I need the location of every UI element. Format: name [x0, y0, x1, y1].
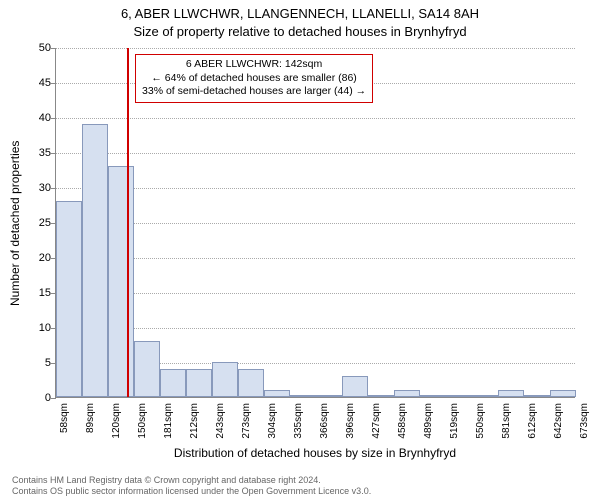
x-tick-label: 120sqm [111, 403, 122, 439]
histogram-bar [56, 201, 82, 397]
histogram-bar [420, 395, 446, 397]
x-tick-label: 519sqm [449, 403, 460, 439]
y-tick-label: 35 [21, 147, 51, 159]
histogram-bar [82, 124, 108, 397]
x-tick-label: 396sqm [345, 403, 356, 439]
histogram-bar [446, 395, 472, 397]
plot-area: 6 ABER LLWCHWR: 142sqm← 64% of detached … [55, 48, 575, 398]
x-tick-label: 427sqm [371, 403, 382, 439]
histogram-bar [108, 166, 134, 397]
histogram-bar [212, 362, 238, 397]
y-tick-label: 30 [21, 182, 51, 194]
footer-line2: Contains OS public sector information li… [12, 486, 371, 497]
y-tick-mark [51, 83, 56, 84]
y-tick-label: 45 [21, 77, 51, 89]
y-tick-label: 10 [21, 322, 51, 334]
histogram-bar [290, 395, 316, 397]
title-subtitle: Size of property relative to detached ho… [0, 24, 600, 39]
chart-container: 6, ABER LLWCHWR, LLANGENNECH, LLANELLI, … [0, 0, 600, 500]
histogram-bar [342, 376, 368, 397]
histogram-bar [394, 390, 420, 397]
marker-line [127, 48, 129, 397]
footer-credits: Contains HM Land Registry data © Crown c… [12, 475, 371, 497]
x-tick-label: 181sqm [163, 403, 174, 439]
title-address: 6, ABER LLWCHWR, LLANGENNECH, LLANELLI, … [0, 6, 600, 21]
y-tick-label: 25 [21, 217, 51, 229]
histogram-bar [498, 390, 524, 397]
histogram-bar [550, 390, 576, 397]
y-tick-mark [51, 118, 56, 119]
y-axis-label: Number of detached properties [8, 48, 22, 398]
histogram-bar [186, 369, 212, 397]
x-tick-label: 243sqm [215, 403, 226, 439]
y-tick-label: 15 [21, 287, 51, 299]
x-tick-label: 673sqm [579, 403, 590, 439]
x-axis-label: Distribution of detached houses by size … [55, 446, 575, 460]
y-tick-label: 5 [21, 357, 51, 369]
annotation-line1: 6 ABER LLWCHWR: 142sqm [142, 58, 366, 72]
annotation-box: 6 ABER LLWCHWR: 142sqm← 64% of detached … [135, 54, 373, 103]
x-tick-label: 458sqm [397, 403, 408, 439]
grid-line [56, 153, 575, 154]
x-tick-label: 150sqm [137, 403, 148, 439]
x-tick-label: 550sqm [475, 403, 486, 439]
x-tick-label: 335sqm [293, 403, 304, 439]
y-tick-label: 0 [21, 392, 51, 404]
x-tick-label: 489sqm [423, 403, 434, 439]
grid-line [56, 118, 575, 119]
annotation-line2: ← 64% of detached houses are smaller (86… [142, 72, 366, 86]
x-tick-label: 58sqm [59, 403, 70, 433]
x-tick-label: 273sqm [241, 403, 252, 439]
y-tick-label: 40 [21, 112, 51, 124]
x-tick-label: 304sqm [267, 403, 278, 439]
histogram-bar [316, 395, 342, 397]
histogram-bar [264, 390, 290, 397]
y-tick-label: 50 [21, 42, 51, 54]
y-tick-mark [51, 398, 56, 399]
histogram-bar [160, 369, 186, 397]
y-tick-mark [51, 188, 56, 189]
y-tick-label: 20 [21, 252, 51, 264]
histogram-bar [368, 395, 394, 397]
x-tick-label: 581sqm [501, 403, 512, 439]
histogram-bar [472, 395, 498, 397]
x-tick-label: 212sqm [189, 403, 200, 439]
histogram-bar [524, 395, 550, 397]
histogram-bar [134, 341, 160, 397]
x-tick-label: 612sqm [527, 403, 538, 439]
histogram-bar [238, 369, 264, 397]
x-tick-label: 89sqm [85, 403, 96, 433]
footer-line1: Contains HM Land Registry data © Crown c… [12, 475, 371, 486]
grid-line [56, 48, 575, 49]
x-tick-label: 642sqm [553, 403, 564, 439]
x-tick-label: 366sqm [319, 403, 330, 439]
y-tick-mark [51, 48, 56, 49]
annotation-line3: 33% of semi-detached houses are larger (… [142, 85, 366, 99]
y-tick-mark [51, 153, 56, 154]
